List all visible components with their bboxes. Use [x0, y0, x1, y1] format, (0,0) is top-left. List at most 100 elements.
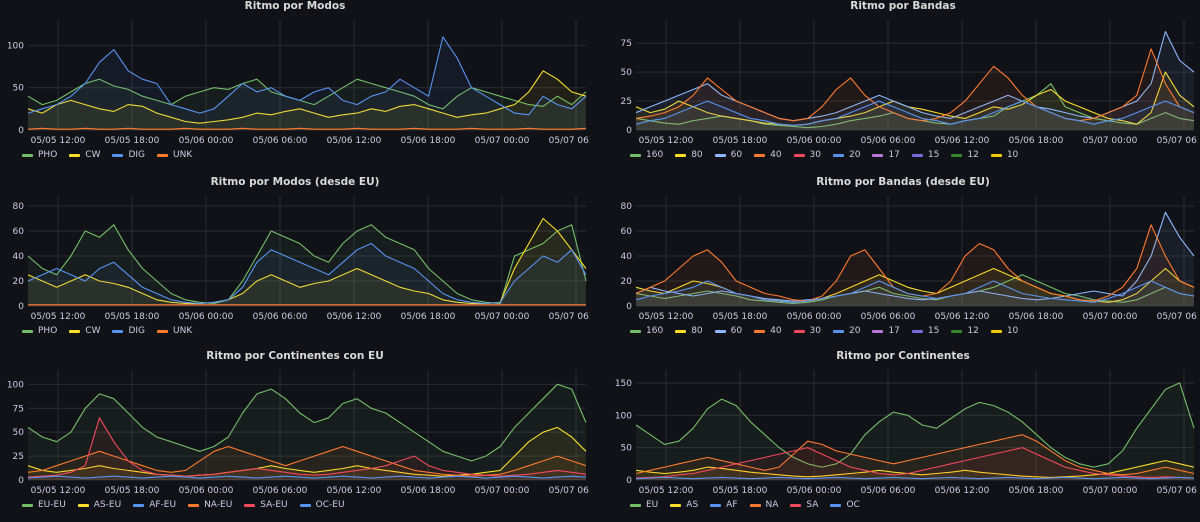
legend-item-17[interactable]: 17 — [872, 149, 900, 161]
series-line-eu[interactable] — [635, 382, 1195, 468]
x-tick-label: 05/07 06:00 — [1157, 312, 1198, 322]
series-line-na-eu[interactable] — [27, 445, 587, 477]
legend-item-sa-eu[interactable]: SA-EU — [244, 499, 288, 511]
legend-item-dig[interactable]: DIG — [112, 325, 145, 337]
time-series-chart[interactable]: 0 25 50 75 100 05/05 12:00 05/05 18:00 05/06 00… — [0, 366, 590, 498]
legend-item-na-eu[interactable]: NA-EU — [188, 499, 232, 511]
legend-item-17[interactable]: 17 — [872, 325, 900, 337]
legend-item-15[interactable]: 15 — [911, 149, 939, 161]
legend-swatch — [188, 503, 200, 507]
legend-swatch — [157, 153, 169, 157]
legend-item-sa[interactable]: SA — [790, 499, 818, 511]
legend-label: 60 — [730, 326, 743, 336]
legend-item-12[interactable]: 12 — [951, 149, 979, 161]
legend-item-40[interactable]: 40 — [754, 149, 782, 161]
series-line-as-eu[interactable] — [27, 426, 587, 477]
legend-item-160[interactable]: 160 — [630, 149, 663, 161]
legend-item-20[interactable]: 20 — [833, 325, 860, 337]
legend-item-60[interactable]: 60 — [714, 149, 742, 161]
x-tick-label: 05/07 00:00 — [475, 136, 530, 146]
legend-item-as[interactable]: AS — [670, 499, 698, 511]
legend-item-12[interactable]: 12 — [951, 325, 979, 337]
panel-title[interactable]: Ritmo por Bandas — [850, 0, 956, 12]
y-tick-label: 80 — [621, 202, 633, 212]
x-tick-label: 05/05 12:00 — [639, 486, 694, 496]
panel-title[interactable]: Ritmo por Continentes — [836, 350, 970, 362]
series-area-80 — [636, 72, 1194, 130]
legend-item-60[interactable]: 60 — [714, 325, 743, 337]
legend-swatch — [951, 329, 963, 333]
legend-item-af-eu[interactable]: AF-EU — [133, 499, 176, 511]
legend-item-pho[interactable]: PHO — [22, 325, 57, 337]
time-series-chart[interactable]: 0 50 100 150 05/05 12:00 05/05 18:00 05/06 00:… — [608, 366, 1198, 498]
legend-item-160[interactable]: 160 — [630, 325, 663, 337]
time-series-chart[interactable]: 0 20 40 60 80 05/05 12:00 05/05 18:00 05/06 00:… — [0, 192, 590, 324]
legend-label: PHO — [38, 326, 58, 336]
panel-title[interactable]: Ritmo por Continentes con EU — [206, 350, 384, 362]
x-tick-label: 05/06 06:00 — [253, 136, 308, 146]
legend-item-na[interactable]: NA — [749, 499, 778, 511]
legend-item-20[interactable]: 20 — [833, 149, 860, 161]
legend-item-unk[interactable]: UNK — [157, 149, 192, 161]
series-line-na[interactable] — [635, 434, 1195, 476]
legend-label: AS — [686, 500, 699, 510]
legend-swatch — [911, 153, 923, 157]
panel-title[interactable]: Ritmo por Bandas (desde EU) — [816, 176, 990, 188]
y-tick-label: 50 — [621, 444, 633, 454]
legend-item-30[interactable]: 30 — [793, 325, 821, 337]
legend-label: 160 — [646, 150, 664, 160]
series-line-dig[interactable] — [27, 36, 587, 116]
legend-label: 30 — [809, 150, 821, 160]
legend-item-eu[interactable]: EU — [630, 499, 658, 511]
time-series-chart[interactable]: 0 50 100 05/05 12:00 05/05 18:00 05/06 00:00 0… — [0, 16, 590, 148]
legend-item-pho[interactable]: PHO — [22, 149, 57, 161]
series-line-20[interactable] — [635, 280, 1195, 303]
series-line-cw[interactable] — [27, 70, 587, 124]
legend-item-dig[interactable]: DIG — [112, 149, 145, 161]
legend-item-eu-eu[interactable]: EU-EU — [22, 499, 66, 511]
legend-item-10[interactable]: 10 — [990, 149, 1018, 161]
legend-swatch — [69, 329, 81, 333]
series-line-sa-eu[interactable] — [27, 417, 587, 478]
panel-title[interactable]: Ritmo por Modos — [244, 0, 346, 12]
legend-item-80[interactable]: 80 — [675, 149, 703, 161]
series-line-sa[interactable] — [635, 447, 1195, 479]
time-series-chart[interactable]: 0 20 40 60 80 05/05 12:00 05/05 18:00 05/06 00:… — [608, 192, 1198, 324]
x-tick-label: 05/06 18:00 — [401, 486, 456, 496]
series-line-40[interactable] — [635, 48, 1195, 122]
legend-item-as-eu[interactable]: AS-EU — [77, 499, 121, 511]
legend-item-80[interactable]: 80 — [675, 325, 703, 337]
legend-swatch — [990, 329, 1002, 333]
y-tick-label: 75 — [621, 39, 632, 49]
x-tick-label: 05/05 18:00 — [713, 312, 768, 322]
series-line-af[interactable] — [635, 476, 1195, 480]
panel-1: Ritmo por Modos 0 50 100 05/05 12:00 05/05 18… — [0, 0, 590, 172]
legend-item-oc-eu[interactable]: OC-EU — [299, 499, 345, 511]
legend-item-10[interactable]: 10 — [990, 325, 1018, 337]
legend-item-30[interactable]: 30 — [793, 149, 821, 161]
legend-item-cw[interactable]: CW — [69, 325, 100, 337]
legend-item-15[interactable]: 15 — [911, 325, 939, 337]
x-tick-label: 05/06 12:00 — [935, 486, 990, 496]
series-line-20[interactable] — [635, 100, 1195, 126]
y-tick-label: 25 — [621, 97, 632, 107]
series-line-af-eu[interactable] — [27, 475, 587, 479]
legend-swatch — [112, 329, 124, 333]
time-series-chart[interactable]: 0 25 50 75 05/05 12:00 05/05 18:00 05/06 00:00… — [608, 16, 1198, 148]
legend-item-unk[interactable]: UNK — [157, 325, 192, 337]
legend-item-oc[interactable]: OC — [830, 499, 860, 511]
series-line-eu-eu[interactable] — [27, 383, 587, 462]
legend-item-40[interactable]: 40 — [754, 325, 782, 337]
series-area-40 — [636, 224, 1194, 306]
series-line-unk[interactable] — [27, 127, 587, 130]
legend-item-af[interactable]: AF — [710, 499, 738, 511]
legend-label: AF — [726, 500, 738, 510]
x-tick-label: 05/06 12:00 — [327, 312, 382, 322]
legend-label: DIG — [128, 326, 146, 336]
legend-label: CW — [85, 326, 101, 336]
legend-item-cw[interactable]: CW — [69, 149, 100, 161]
series-line-dig[interactable] — [27, 242, 587, 305]
panel-title[interactable]: Ritmo por Modos (desde EU) — [210, 176, 380, 188]
series-line-pho[interactable] — [27, 78, 587, 110]
series-line-60[interactable] — [635, 211, 1195, 302]
